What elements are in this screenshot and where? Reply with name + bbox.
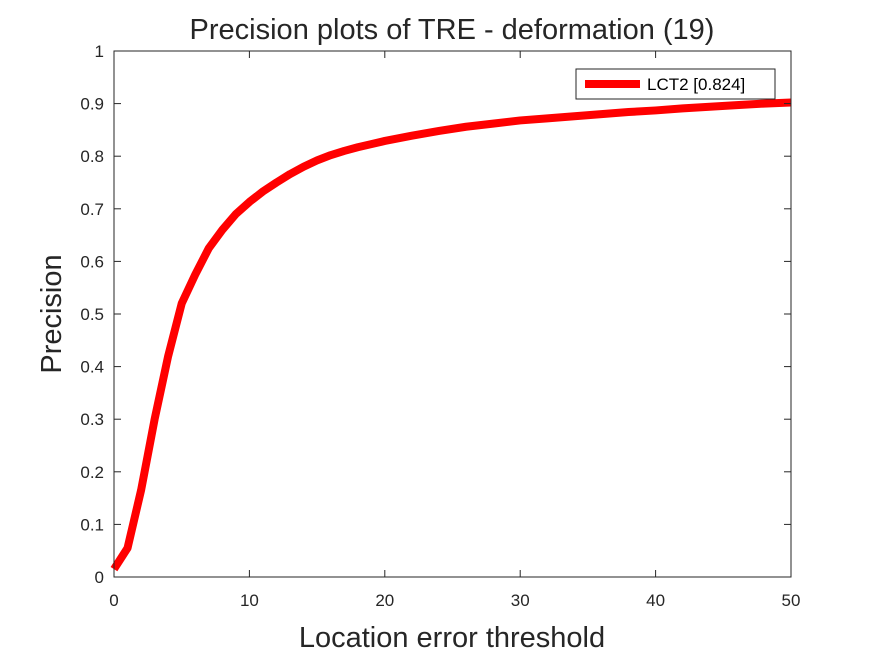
plot-area	[114, 51, 791, 577]
y-tick-label: 0	[95, 568, 104, 587]
y-tick-label: 0.8	[80, 147, 104, 166]
legend: LCT2 [0.824]	[575, 68, 776, 100]
x-tick-label: 40	[646, 591, 665, 610]
y-tick-label: 0.1	[80, 515, 104, 534]
x-tick-label: 30	[511, 591, 530, 610]
x-tick-label: 20	[375, 591, 394, 610]
y-tick-label: 1	[95, 42, 104, 61]
tick-labels-layer: 0 10 20 30 40 50 0 0.1 0.2 0.3 0.4 0.5 0.6 0.7 0.8 0.9 1	[80, 42, 800, 610]
y-tick-label: 0.4	[80, 358, 104, 377]
y-axis-label: Precision	[36, 254, 68, 373]
axes-background	[114, 51, 791, 577]
curves-layer	[110, 98, 792, 572]
legend-label-lct2: LCT2 [0.824]	[647, 75, 745, 94]
x-tick-label: 10	[240, 591, 259, 610]
y-tick-label: 0.7	[80, 200, 104, 219]
y-tick-label: 0.3	[80, 410, 104, 429]
series-line-lct2	[110, 98, 792, 572]
y-tick-label: 0.5	[80, 305, 104, 324]
x-tick-label: 50	[782, 591, 801, 610]
y-tick-label: 0.2	[80, 463, 104, 482]
x-axis-label: Location error threshold	[299, 622, 605, 654]
ticks-layer	[113, 50, 792, 578]
y-tick-label: 0.9	[80, 95, 104, 114]
chart-title: Precision plots of TRE - deformation (19…	[190, 14, 715, 46]
x-tick-label: 0	[109, 591, 118, 610]
y-tick-label: 0.6	[80, 252, 104, 271]
